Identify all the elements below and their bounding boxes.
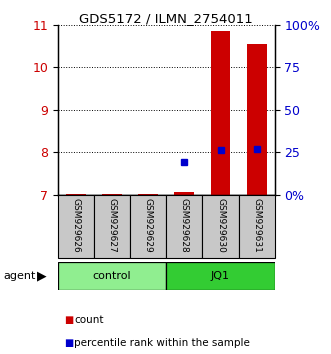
Bar bbox=[211, 31, 230, 195]
Text: agent: agent bbox=[3, 271, 36, 281]
Text: GSM929628: GSM929628 bbox=[180, 198, 189, 253]
Text: control: control bbox=[93, 271, 131, 281]
Text: GSM929627: GSM929627 bbox=[108, 198, 117, 253]
Text: GSM929626: GSM929626 bbox=[71, 198, 80, 253]
Text: ■: ■ bbox=[65, 315, 74, 325]
Bar bbox=[166, 262, 275, 290]
Text: ■: ■ bbox=[65, 338, 74, 348]
Bar bbox=[58, 262, 166, 290]
Bar bbox=[174, 192, 194, 195]
Bar bbox=[138, 194, 158, 195]
Bar bbox=[102, 194, 122, 195]
Text: GSM929629: GSM929629 bbox=[144, 198, 153, 253]
Text: GSM929630: GSM929630 bbox=[216, 198, 225, 253]
Bar bbox=[58, 195, 94, 258]
Bar bbox=[247, 44, 266, 195]
Bar bbox=[166, 195, 203, 258]
Text: JQ1: JQ1 bbox=[211, 271, 230, 281]
Text: percentile rank within the sample: percentile rank within the sample bbox=[74, 338, 250, 348]
Bar bbox=[130, 195, 166, 258]
Bar bbox=[66, 194, 86, 195]
Bar bbox=[94, 195, 130, 258]
Bar bbox=[239, 195, 275, 258]
Text: count: count bbox=[74, 315, 104, 325]
Bar bbox=[203, 195, 239, 258]
Text: GDS5172 / ILMN_2754011: GDS5172 / ILMN_2754011 bbox=[79, 12, 252, 25]
Text: GSM929631: GSM929631 bbox=[252, 198, 261, 253]
Text: ▶: ▶ bbox=[36, 270, 46, 282]
